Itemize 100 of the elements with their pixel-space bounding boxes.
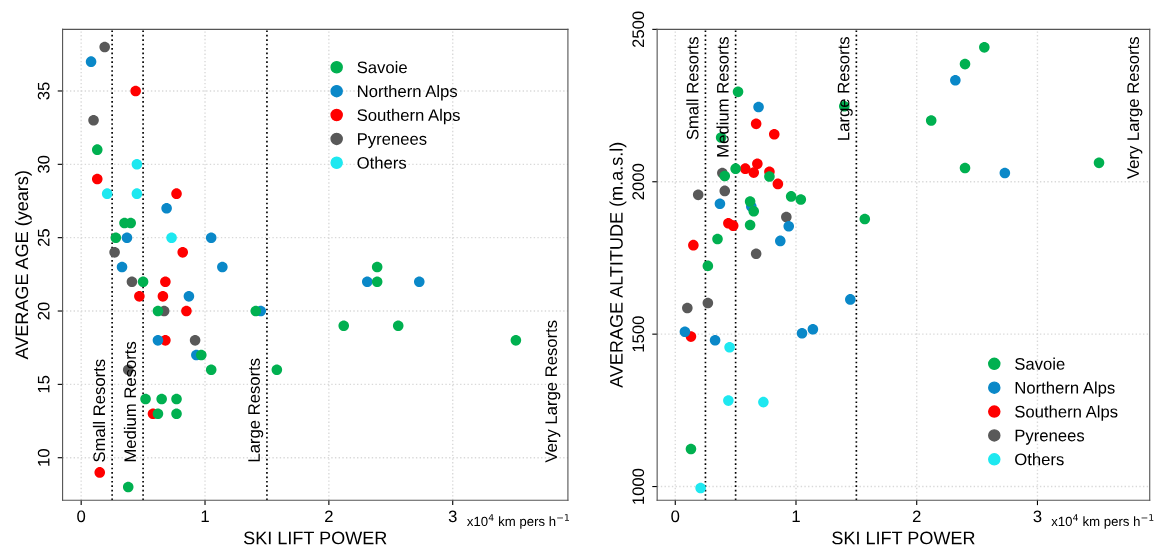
x-tick-label: 2 xyxy=(325,510,333,523)
point xyxy=(160,276,171,287)
y-tick-label: 15 xyxy=(37,375,50,393)
point xyxy=(91,173,103,185)
point xyxy=(177,247,189,258)
ref-line-label: Large Resorts xyxy=(837,37,853,140)
ref-line-label: Medium Resorts xyxy=(716,37,729,157)
point xyxy=(753,101,764,113)
point xyxy=(775,235,786,247)
point xyxy=(392,320,404,331)
point xyxy=(101,188,113,199)
point xyxy=(130,85,141,97)
point xyxy=(752,158,763,170)
y-tick-label: 20 xyxy=(37,302,50,320)
x-axis-title: SKI LIFT POWER xyxy=(244,531,387,545)
point xyxy=(205,232,217,243)
point xyxy=(712,233,723,245)
y-tick-label: 30 xyxy=(37,155,50,173)
point xyxy=(131,159,143,170)
point xyxy=(137,276,149,287)
point xyxy=(91,144,103,155)
point xyxy=(189,335,201,346)
ref-line-label: Medium Resorts xyxy=(123,341,137,462)
point xyxy=(772,178,784,190)
point xyxy=(702,297,714,309)
point xyxy=(764,171,775,182)
point xyxy=(126,276,138,287)
point xyxy=(110,232,122,243)
point xyxy=(959,58,971,70)
point xyxy=(845,294,856,305)
point xyxy=(181,305,192,317)
legend-label: Savoie xyxy=(1015,357,1065,370)
point xyxy=(807,323,819,335)
point xyxy=(205,364,217,375)
text: x10$^{4}$ km pers h$^{−1}$ xyxy=(466,514,569,529)
ref-line-label: Large Resorts xyxy=(248,358,264,462)
point xyxy=(758,396,769,408)
point xyxy=(685,443,697,455)
y-tick-label: 25 xyxy=(37,229,50,247)
point xyxy=(171,393,182,405)
point xyxy=(217,261,228,273)
point xyxy=(140,393,151,405)
y-tick-label: 1000 xyxy=(632,468,645,504)
legend-label: Southern Alps xyxy=(357,108,460,125)
point xyxy=(121,232,133,243)
point xyxy=(750,248,762,259)
point xyxy=(925,115,937,126)
legend-label: Others xyxy=(357,156,407,169)
point xyxy=(732,86,744,98)
y-tick-label: 35 xyxy=(37,82,50,100)
point xyxy=(161,203,172,214)
legend-label: Southern Alps xyxy=(1015,405,1118,421)
point xyxy=(271,364,283,375)
point xyxy=(99,41,110,53)
point xyxy=(171,188,182,199)
point xyxy=(748,167,760,178)
point xyxy=(740,163,751,174)
point xyxy=(1093,157,1105,169)
point xyxy=(85,56,97,67)
point xyxy=(361,276,373,287)
y-axis-title: AVERAGE AGE (years) xyxy=(14,171,32,360)
y-tick-label: 2500 xyxy=(632,11,645,48)
point xyxy=(679,326,691,337)
y-tick-label: 2000 xyxy=(632,163,645,200)
legend-label: Savoie xyxy=(357,61,407,74)
point xyxy=(682,302,693,314)
point xyxy=(950,74,961,86)
point xyxy=(157,291,169,302)
point xyxy=(371,261,383,273)
ref-line-label: Small Resorts xyxy=(686,37,699,140)
point xyxy=(171,408,182,419)
y-tick-label: 10 xyxy=(37,449,50,466)
point xyxy=(750,118,762,130)
point xyxy=(122,481,134,493)
text: x10$^{4}$ km pers h$^{−1}$ xyxy=(1051,514,1154,529)
point xyxy=(414,276,425,287)
annotation: Very Large Resorts xyxy=(545,320,561,463)
point xyxy=(709,334,721,346)
point xyxy=(688,239,699,251)
point xyxy=(744,196,756,207)
point xyxy=(371,276,383,287)
legend-label: Pyrenees xyxy=(1015,429,1085,445)
x-tick-label: 1 xyxy=(792,510,800,523)
x-axis-title: SKI LIFT POWER xyxy=(832,531,975,545)
point xyxy=(152,305,164,317)
point xyxy=(999,167,1011,179)
point xyxy=(959,162,971,174)
point xyxy=(714,198,726,209)
x-tick-label: 0 xyxy=(671,510,680,523)
point xyxy=(795,194,807,205)
x-tick-label: 3 xyxy=(1033,510,1042,523)
point xyxy=(796,327,808,339)
point xyxy=(744,219,756,231)
legend-label: Northern Alps xyxy=(1015,381,1115,397)
point xyxy=(695,482,706,494)
point xyxy=(727,220,739,231)
x-tick-label: 1 xyxy=(201,510,209,523)
x-tick-label: 2 xyxy=(912,510,921,523)
point xyxy=(134,291,145,302)
point xyxy=(94,467,106,478)
